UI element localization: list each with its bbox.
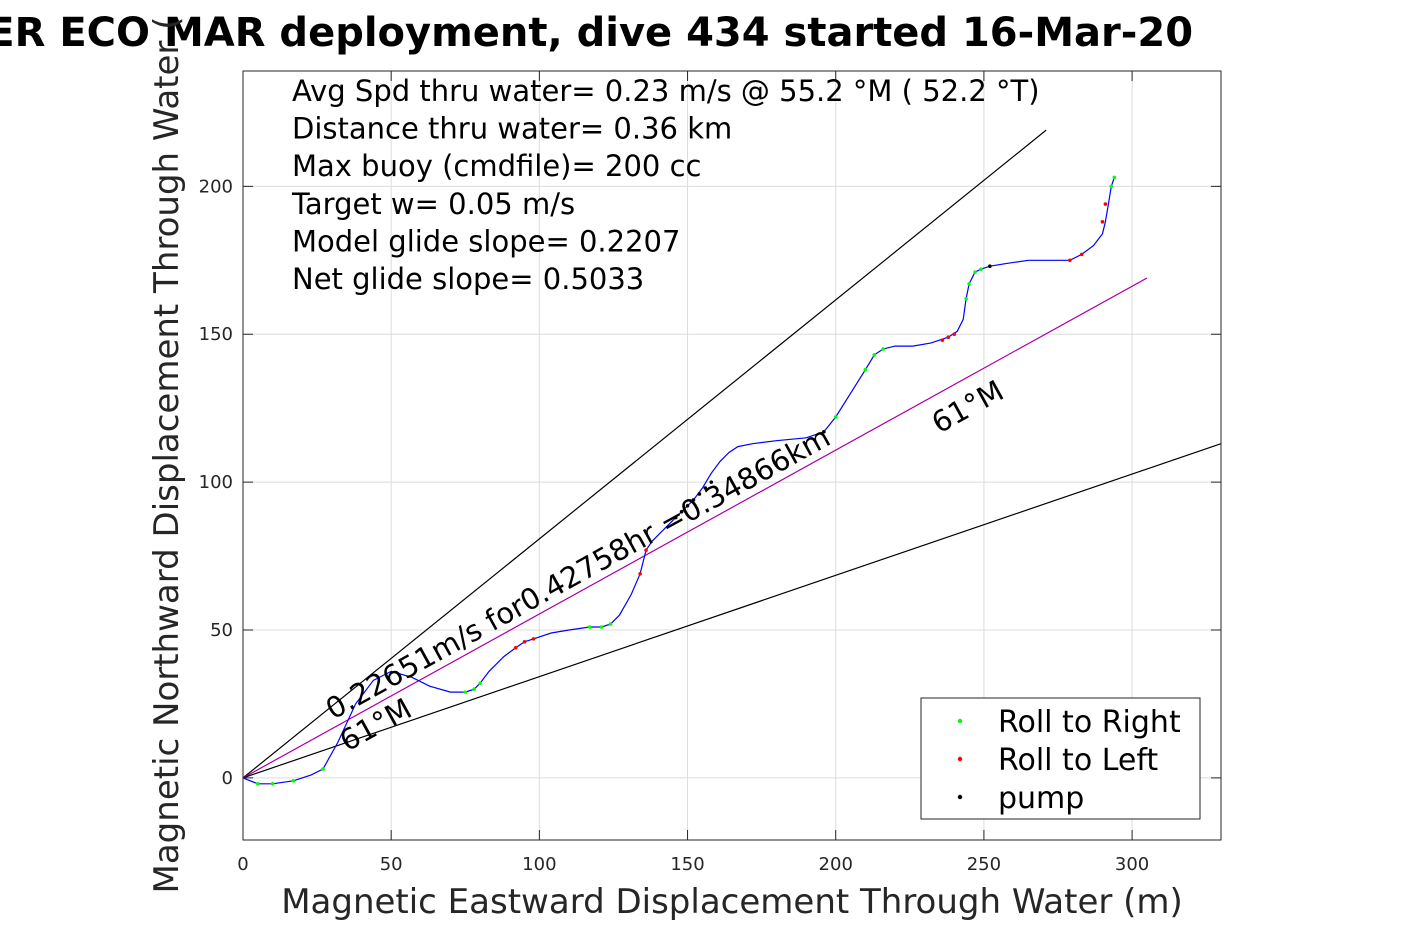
- annotation-line-2: Distance thru water= 0.36 km: [292, 112, 732, 146]
- point-roll-to-right: [291, 779, 296, 783]
- point-roll-to-right: [321, 767, 325, 771]
- x-tick-label: 0: [237, 854, 248, 875]
- x-tick-label: 300: [1115, 854, 1149, 875]
- y-tick-label: 100: [199, 472, 233, 493]
- point-roll-to-right: [599, 625, 604, 629]
- annotation-line-4: Target w= 0.05 m/s: [291, 187, 575, 221]
- point-roll-to-right: [478, 681, 482, 686]
- point-roll-to-left: [522, 640, 527, 644]
- point-roll-to-left: [946, 335, 951, 339]
- y-tick-label: 150: [199, 324, 233, 345]
- reference-lines: [242, 129, 1222, 779]
- point-roll-to-right: [967, 282, 971, 286]
- x-tick-label: 50: [380, 854, 403, 875]
- point-roll-to-right: [872, 353, 877, 357]
- annotation-block: Avg Spd thru water= 0.23 m/s @ 55.2 °M (…: [291, 74, 1040, 296]
- point-pump: [709, 480, 714, 484]
- track-line: [242, 177, 1115, 785]
- x-axis-label: Magnetic Eastward Displacement Through W…: [281, 882, 1183, 922]
- x-tick-label: 200: [819, 854, 853, 875]
- legend-marker-pump: [957, 794, 963, 800]
- y-axis-label: Magnetic Northward Displacement Through …: [147, 17, 187, 894]
- point-roll-to-right: [833, 415, 838, 419]
- point-pump: [697, 492, 702, 496]
- point-pump: [673, 515, 678, 520]
- point-roll-to-left: [531, 637, 536, 641]
- annotation-line-1: Avg Spd thru water= 0.23 m/s @ 55.2 °M (…: [292, 74, 1040, 108]
- point-roll-to-right: [863, 367, 868, 372]
- legend-marker-roll-to-left: [957, 756, 963, 762]
- track: [242, 177, 1115, 785]
- x-tick-label: 100: [522, 854, 556, 875]
- annotation-line-3: Max buoy (cmdfile)= 200 cc: [292, 149, 701, 183]
- point-roll-to-right: [979, 267, 983, 271]
- x-tick-label: 250: [967, 854, 1001, 875]
- reference-line-upper-bound: [242, 129, 1047, 779]
- y-tick-label: 200: [199, 176, 233, 197]
- point-roll-to-right: [256, 782, 260, 786]
- point-roll-to-left: [1100, 220, 1105, 224]
- legend-label-roll-to-right: Roll to Right: [998, 705, 1181, 740]
- point-pump: [988, 264, 992, 269]
- point-roll-to-left: [952, 332, 957, 337]
- point-roll-to-left: [644, 548, 648, 552]
- point-roll-to-left: [940, 338, 945, 342]
- point-roll-to-right: [973, 270, 977, 274]
- reference-line-lower-bound: [242, 443, 1222, 779]
- point-roll-to-right: [472, 687, 476, 691]
- legend-label-roll-to-left: Roll to Left: [998, 743, 1158, 778]
- x-tick-label: 150: [670, 854, 704, 875]
- chart-title: TER ECO MAR deployment, dive 434 started…: [0, 10, 1193, 56]
- point-roll-to-right: [587, 625, 592, 629]
- point-roll-to-right: [1112, 175, 1117, 180]
- ticks: 0 50 100 150 200 250 300 0 50 100 150 200: [199, 71, 1221, 875]
- legend-box: [920, 697, 1201, 820]
- annotation-line-6: Net glide slope= 0.5033: [292, 262, 644, 296]
- point-roll-to-right: [964, 296, 968, 301]
- y-tick-label: 0: [222, 768, 233, 789]
- data-points: [256, 175, 1117, 786]
- point-roll-to-left: [1103, 202, 1108, 206]
- point-pump: [703, 486, 708, 490]
- point-roll-to-left: [1079, 252, 1084, 257]
- point-roll-to-left: [1068, 258, 1072, 263]
- point-roll-to-right: [881, 347, 885, 351]
- point-roll-to-left: [638, 572, 642, 576]
- point-roll-to-right: [463, 690, 468, 694]
- point-pump: [685, 503, 690, 508]
- point-pump: [822, 430, 826, 434]
- point-pump: [691, 498, 696, 502]
- point-roll-to-left: [513, 645, 518, 650]
- legend-marker-roll-to-right: [957, 718, 963, 724]
- point-pump: [679, 509, 684, 514]
- point-roll-to-right: [270, 782, 275, 786]
- annotation-line-5: Model glide slope= 0.2207: [292, 224, 680, 258]
- reference-line-heading-shadow: [242, 277, 1148, 779]
- point-roll-to-right: [608, 622, 613, 626]
- legend-label-pump: pump: [998, 781, 1084, 816]
- plot-frame: [242, 70, 1222, 841]
- point-roll-to-right: [1109, 184, 1114, 189]
- y-tick-label: 50: [210, 620, 233, 641]
